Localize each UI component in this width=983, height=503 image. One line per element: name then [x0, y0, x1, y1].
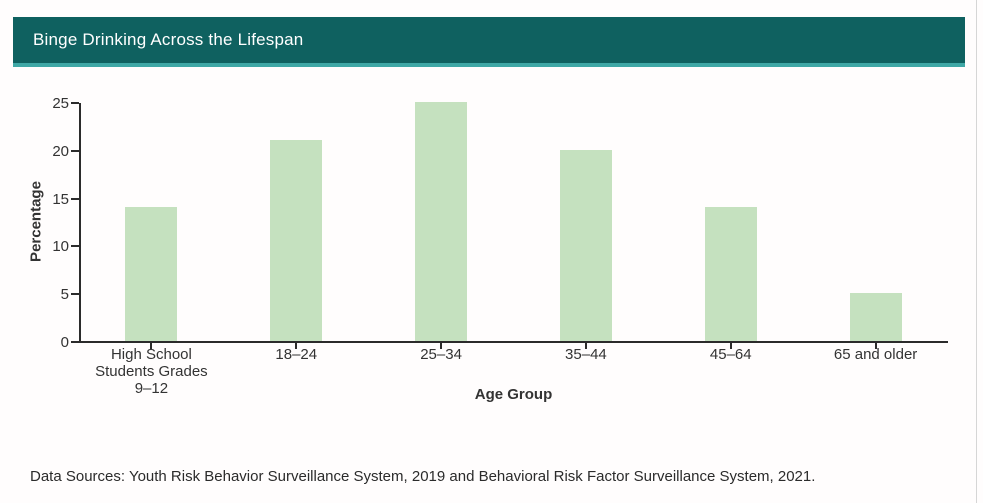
y-axis-tick-label: 25	[52, 95, 69, 112]
x-axis-tick-label: 45–64	[709, 346, 752, 363]
x-axis-tick	[584, 341, 587, 349]
y-axis-tick	[71, 197, 79, 200]
y-axis-tick-label: 10	[52, 238, 69, 256]
x-axis-tick-label: 35–44	[565, 346, 607, 363]
y-axis-tick-label: 0	[60, 334, 69, 351]
y-axis-tick	[71, 102, 79, 104]
x-axis-tick-label: High School Students Grades 9–12	[95, 346, 208, 397]
x-axis-tick-label: 18–24	[275, 346, 318, 363]
page-title: Binge Drinking Across the Lifespan	[33, 30, 304, 49]
x-axis-tick-label: 65 and older	[833, 346, 918, 363]
x-axis-tick	[150, 341, 153, 349]
x-axis-tick-label: 25–34	[420, 346, 462, 363]
chart-header: Binge Drinking Across the Lifespan	[13, 17, 965, 63]
bar	[125, 207, 177, 341]
x-axis-tick	[729, 341, 732, 349]
y-axis-tick-label: 20	[52, 142, 69, 160]
y-axis-tick	[71, 341, 79, 343]
bar	[560, 150, 612, 341]
x-axis-tick	[874, 341, 877, 349]
y-axis-tick-label: 15	[52, 190, 69, 208]
header-accent-line	[13, 63, 965, 67]
y-axis-tick-label: 5	[60, 286, 69, 304]
y-axis-tick	[71, 245, 79, 248]
x-axis-line	[79, 341, 948, 343]
x-axis-title: Age Group	[474, 386, 553, 403]
card-right-border	[976, 0, 977, 503]
y-axis-tick	[71, 293, 79, 296]
y-axis-title: Percentage	[27, 180, 45, 262]
data-sources-note: Data Sources: Youth Risk Behavior Survei…	[30, 468, 816, 485]
x-axis-tick	[295, 341, 298, 349]
bar	[850, 293, 902, 341]
bar	[270, 140, 322, 341]
y-axis-line	[79, 103, 81, 342]
bar	[415, 102, 467, 341]
bar	[705, 207, 757, 341]
y-axis-tick	[71, 149, 79, 152]
x-axis-tick	[440, 341, 443, 349]
